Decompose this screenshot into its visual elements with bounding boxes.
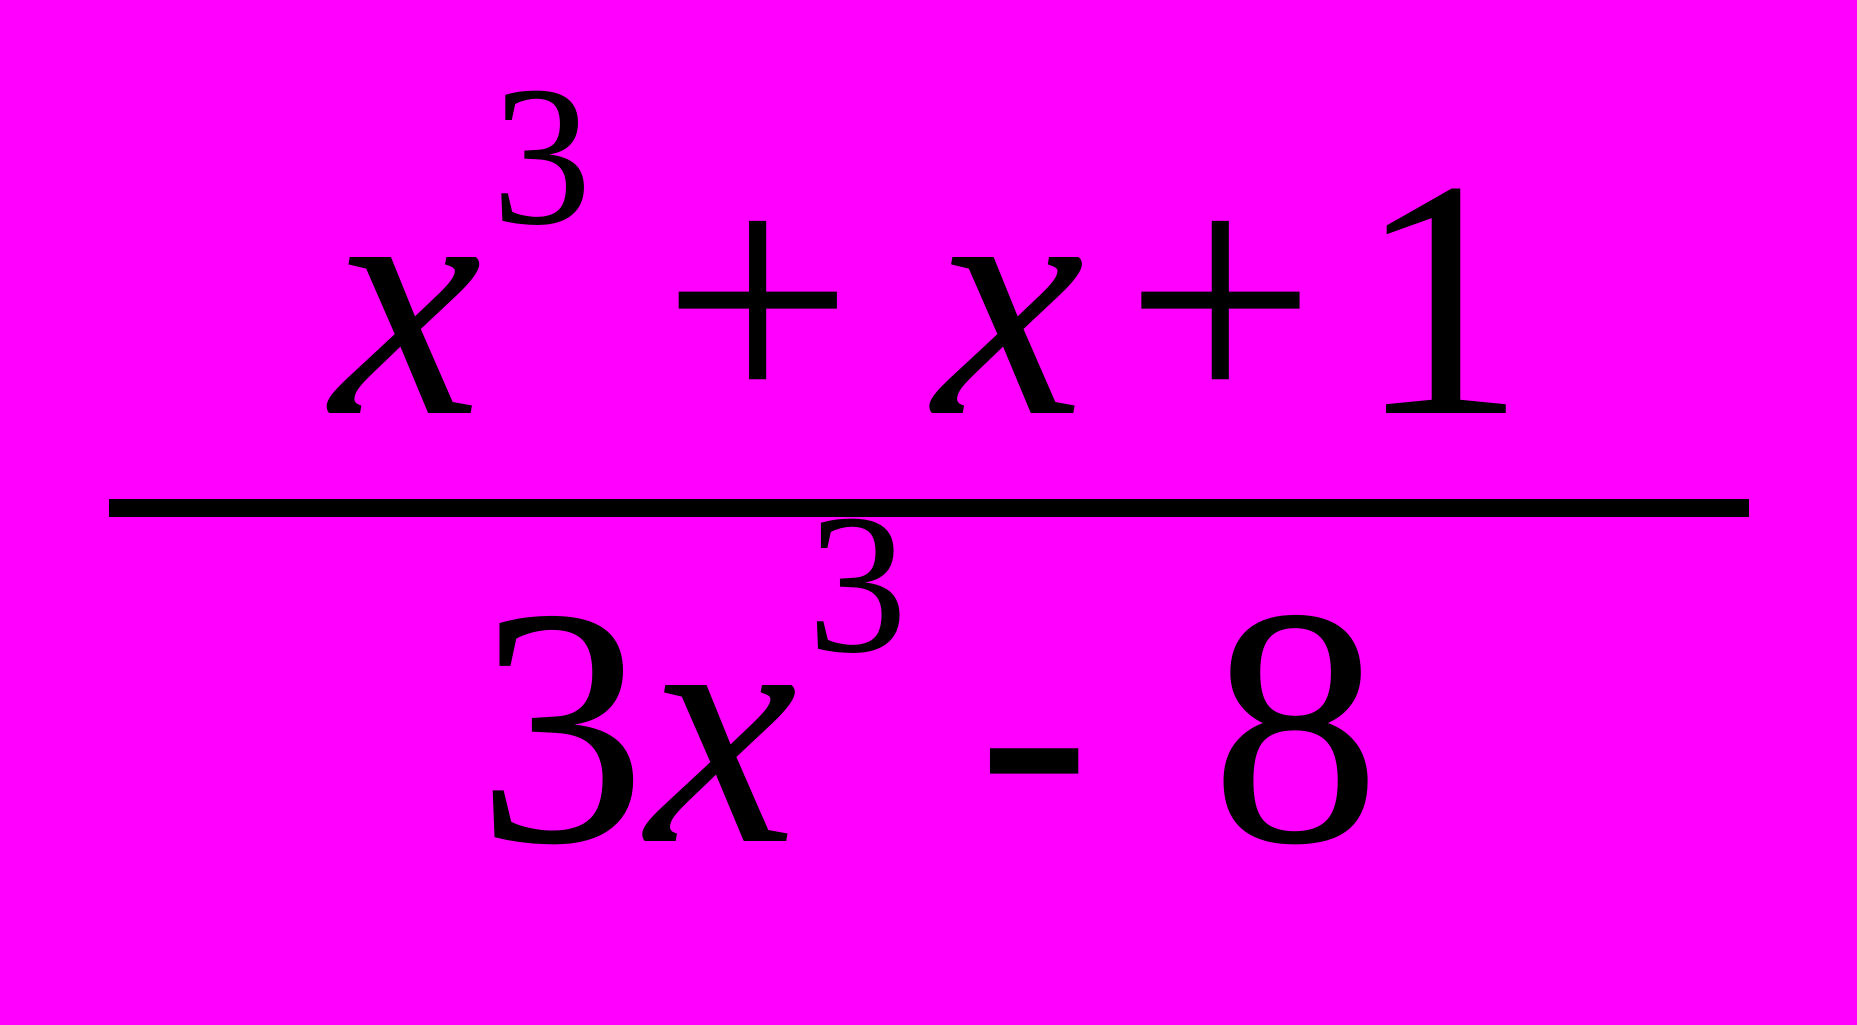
plus-operator: + bbox=[1124, 129, 1316, 469]
plus-operator: + bbox=[662, 129, 854, 469]
variable-x: x bbox=[331, 129, 482, 469]
exponent: 3 bbox=[492, 57, 592, 257]
variable-x: x bbox=[646, 557, 797, 897]
denominator: 3x3 - 8 bbox=[476, 557, 1380, 897]
variable-x: x bbox=[934, 129, 1085, 469]
constant-one: 1 bbox=[1356, 129, 1526, 469]
numerator: x3 + x + 1 bbox=[331, 129, 1526, 469]
constant-eight: 8 bbox=[1211, 557, 1381, 897]
canvas: x3 + x + 1 3x3 - 8 bbox=[0, 0, 1857, 1025]
coefficient-three: 3 bbox=[476, 557, 646, 897]
minus-operator: - bbox=[977, 557, 1090, 897]
fraction: x3 + x + 1 3x3 - 8 bbox=[109, 129, 1749, 897]
fraction-bar bbox=[109, 499, 1749, 517]
exponent: 3 bbox=[807, 485, 907, 685]
